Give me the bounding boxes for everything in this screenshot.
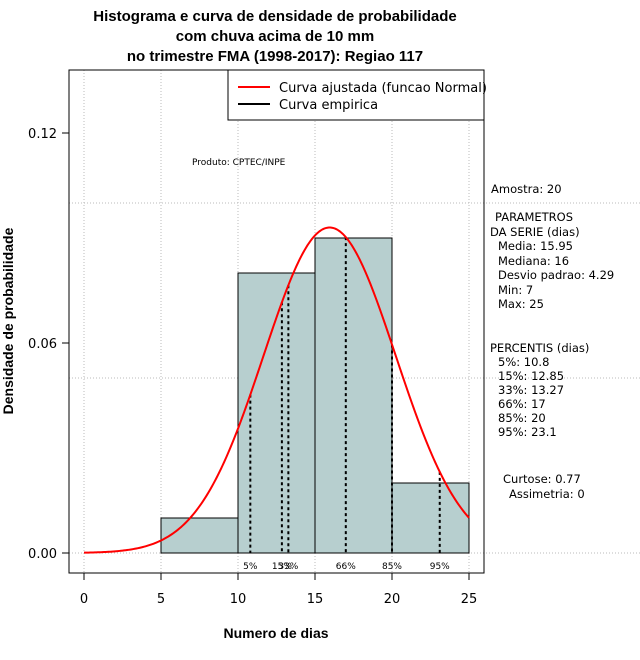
percentile-label: 85% <box>382 562 402 572</box>
param-desvio: Desvio padrao: 4.29 <box>498 268 614 282</box>
percentil-66: 66%: 17 <box>498 397 546 411</box>
percentile-lines: 5% 15%33% 66% 85% 95% <box>243 237 450 572</box>
x-axis-title: Numero de dias <box>223 625 328 641</box>
percentil-95: 95%: 23.1 <box>498 425 557 439</box>
x-tick-label: 25 <box>461 592 478 607</box>
product-label: Produto: CPTEC/INPE <box>192 158 286 168</box>
legend-label-fitted: Curva ajustada (funcao Normal) <box>279 81 487 96</box>
percentil-85: 85%: 20 <box>498 411 546 425</box>
histogram-bar <box>160 517 239 554</box>
x-tick-label: 10 <box>230 592 247 607</box>
params-header-1: PARAMETROS <box>495 210 573 224</box>
chart-title-line-2: com chuva acima de 10 mm <box>176 28 374 45</box>
y-tick-label: 0.12 <box>28 127 57 142</box>
axes: 0 5 10 15 20 25 0.00 0.06 0.12 <box>28 127 477 607</box>
curtose: Curtose: 0.77 <box>503 472 581 486</box>
x-tick-label: 20 <box>384 592 401 607</box>
percentile-label: 33% <box>278 562 298 572</box>
assimetria: Assimetria: 0 <box>509 487 585 501</box>
chart-title-line-3: no trimestre FMA (1998-2017): Regiao 117 <box>127 48 423 65</box>
percentis-header: PERCENTIS (dias) <box>490 341 589 355</box>
histogram-bar <box>391 482 470 554</box>
legend-box <box>227 69 485 121</box>
percentile-label: 66% <box>336 562 356 572</box>
normal-curve <box>83 226 470 554</box>
x-tick-label: 5 <box>157 592 165 607</box>
percentile-label: 95% <box>430 562 450 572</box>
percentile-label: 5% <box>243 562 258 572</box>
percentile-label: 15% <box>272 562 292 572</box>
param-min: Min: 7 <box>498 283 533 297</box>
chart-title-line-1: Histograma e curva de densidade de proba… <box>93 8 456 25</box>
statistics-panel: Amostra: 20 PARAMETROS DA SERIE (dias) M… <box>490 182 614 501</box>
x-tick-label: 0 <box>80 592 88 607</box>
sample-size: Amostra: 20 <box>491 182 562 196</box>
percentil-5: 5%: 10.8 <box>498 355 549 369</box>
y-tick-label: 0.06 <box>28 337 57 352</box>
param-mediana: Mediana: 16 <box>498 254 569 268</box>
normal-curve-path <box>83 226 470 554</box>
param-max: Max: 25 <box>498 297 544 311</box>
legend: Curva ajustada (funcao Normal) Curva emp… <box>227 69 487 121</box>
params-header-2: DA SERIE (dias) <box>490 225 580 239</box>
histogram-bars <box>160 237 470 554</box>
percentil-33: 33%: 13.27 <box>498 383 564 397</box>
y-axis-title: Densidade de probabilidade <box>0 227 16 414</box>
param-media: Media: 15.95 <box>498 239 573 253</box>
histogram-bar <box>314 237 393 554</box>
legend-label-empirical: Curva empirica <box>279 98 378 113</box>
x-tick-label: 15 <box>307 592 324 607</box>
percentil-15: 15%: 12.85 <box>498 369 564 383</box>
y-tick-label: 0.00 <box>28 547 57 562</box>
